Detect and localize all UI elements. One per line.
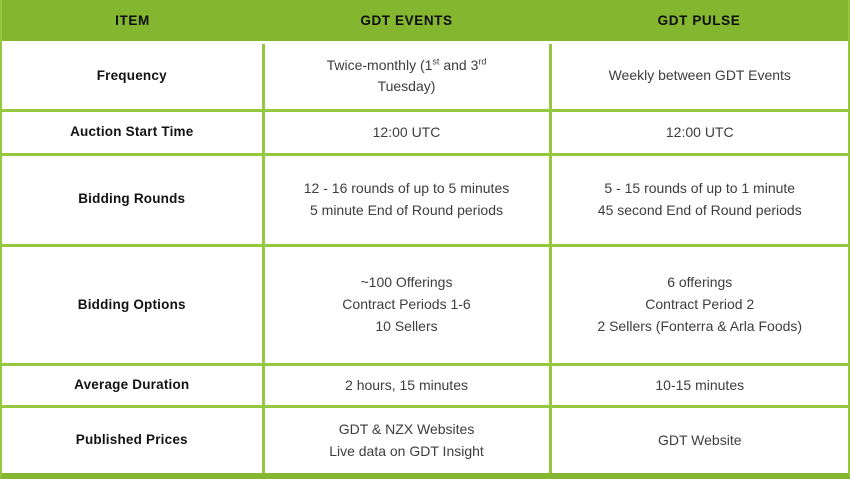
table-header-row: ITEM GDT EVENTS GDT PULSE xyxy=(2,0,848,44)
row-label-bidding-options: Bidding Options xyxy=(2,243,265,367)
row-label-frequency: Frequency xyxy=(2,42,265,112)
column-header-item: ITEM xyxy=(2,0,263,44)
row-label-average-duration: Average Duration xyxy=(2,363,265,409)
cell-prices-pulse: GDT Website xyxy=(548,405,848,473)
table-row-bidding-rounds: Bidding Rounds 12 - 16 rounds of up to 5… xyxy=(2,152,848,247)
cell-rounds-events: 12 - 16 rounds of up to 5 minutes 5 minu… xyxy=(261,152,552,247)
cell-start-time-events: 12:00 UTC xyxy=(261,108,552,156)
cell-options-events: ~100 Offerings Contract Periods 1-6 10 S… xyxy=(261,243,552,367)
cell-options-pulse: 6 offerings Contract Period 2 2 Sellers … xyxy=(548,243,848,367)
cell-duration-pulse: 10-15 minutes xyxy=(548,363,848,409)
frequency-events-text: Twice-monthly (1st and 3rd Tuesday) xyxy=(326,55,487,95)
row-label-published-prices: Published Prices xyxy=(2,405,265,473)
row-label-bidding-rounds: Bidding Rounds xyxy=(2,152,265,247)
column-header-gdt-pulse: GDT PULSE xyxy=(550,0,848,44)
row-label-auction-start-time: Auction Start Time xyxy=(2,108,265,156)
cell-frequency-events: Twice-monthly (1st and 3rd Tuesday) xyxy=(261,42,552,112)
column-header-gdt-events: GDT EVENTS xyxy=(263,0,550,44)
cell-rounds-pulse: 5 - 15 rounds of up to 1 minute 45 secon… xyxy=(548,152,848,247)
ordinal-superscript: rd xyxy=(478,55,487,66)
cell-start-time-pulse: 12:00 UTC xyxy=(548,108,848,156)
table-row-auction-start-time: Auction Start Time 12:00 UTC 12:00 UTC xyxy=(2,108,848,156)
table-row-published-prices: Published Prices GDT & NZX Websites Live… xyxy=(2,405,848,473)
table-row-frequency: Frequency Twice-monthly (1st and 3rd Tues… xyxy=(2,42,848,112)
ordinal-superscript: st xyxy=(432,55,440,66)
cell-frequency-pulse: Weekly between GDT Events xyxy=(548,42,848,112)
table-row-bidding-options: Bidding Options ~100 Offerings Contract … xyxy=(2,243,848,367)
cell-duration-events: 2 hours, 15 minutes xyxy=(261,363,552,409)
table-row-average-duration: Average Duration 2 hours, 15 minutes 10-… xyxy=(2,363,848,409)
cell-prices-events: GDT & NZX Websites Live data on GDT Insi… xyxy=(261,405,552,473)
